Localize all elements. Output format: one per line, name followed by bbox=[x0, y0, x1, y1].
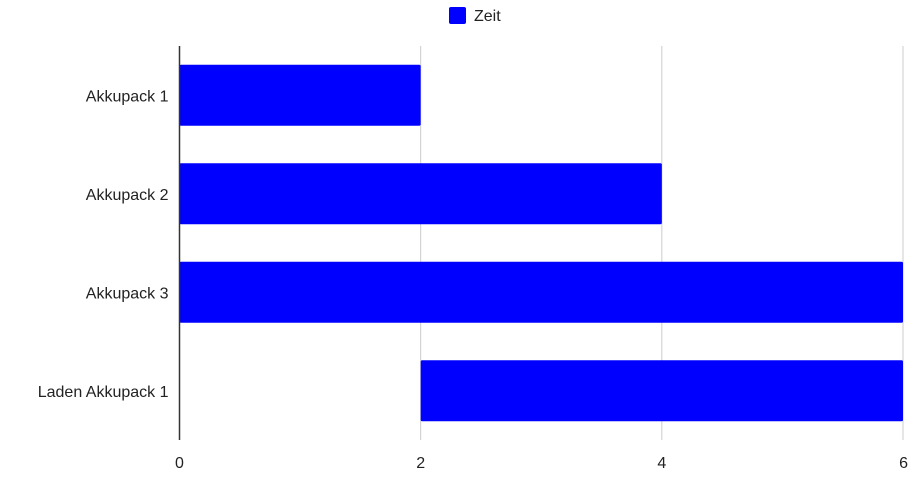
bar-akkupack-2[interactable] bbox=[179, 163, 662, 225]
category-label-akkupack-2: Akkupack 2 bbox=[86, 187, 169, 204]
x-tick-label-6: 6 bbox=[899, 455, 908, 472]
bar-laden-akkupack-1[interactable] bbox=[420, 360, 903, 422]
legend-swatch-zeit bbox=[449, 7, 466, 24]
category-label-akkupack-3: Akkupack 3 bbox=[86, 285, 169, 302]
x-tick-label-4: 4 bbox=[657, 455, 666, 472]
category-labels: Akkupack 1 Akkupack 2 Akkupack 3 Laden Akku… bbox=[38, 88, 169, 401]
legend: Zeit bbox=[449, 7, 501, 25]
category-label-akkupack-1: Akkupack 1 bbox=[86, 88, 169, 105]
bars bbox=[179, 64, 904, 422]
legend-label-zeit: Zeit bbox=[474, 8, 501, 25]
category-label-laden-akkupack-1: Laden Akkupack 1 bbox=[38, 384, 169, 401]
bar-akkupack-3[interactable] bbox=[179, 261, 904, 323]
bar-akkupack-1[interactable] bbox=[179, 64, 421, 126]
x-tick-label-0: 0 bbox=[175, 455, 184, 472]
x-tick-labels: 0 2 4 6 bbox=[175, 455, 908, 472]
x-tick-label-2: 2 bbox=[416, 455, 425, 472]
